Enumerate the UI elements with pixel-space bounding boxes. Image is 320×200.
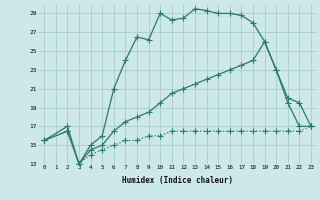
X-axis label: Humidex (Indice chaleur): Humidex (Indice chaleur) — [122, 176, 233, 185]
